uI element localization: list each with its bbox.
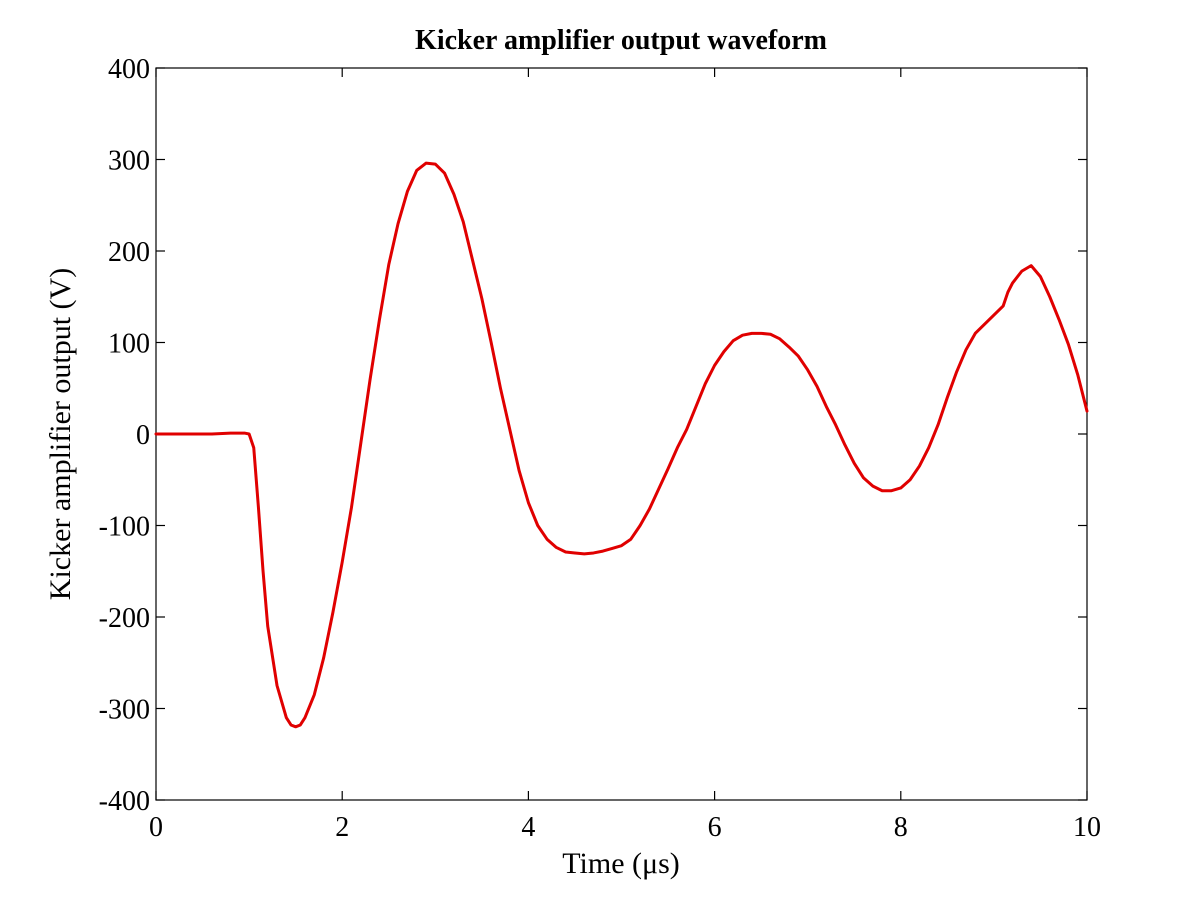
series-line-0: [154, 161, 1089, 729]
x-axis-label: Time (μs): [562, 847, 680, 880]
x-tick-label: 8: [894, 812, 908, 843]
x-tick-label: 4: [521, 812, 535, 843]
y-tick-label: 0: [136, 420, 150, 451]
series-layer: [154, 161, 1089, 729]
y-tick-label: -100: [99, 512, 150, 543]
x-tick-label: 0: [149, 812, 163, 843]
x-tick-label: 10: [1073, 812, 1101, 843]
y-tick-label: 200: [108, 237, 150, 268]
x-tick-label: 2: [335, 812, 349, 843]
y-tick-label: -200: [99, 603, 150, 634]
y-tick-label: -300: [99, 695, 150, 726]
x-tick-label: 6: [708, 812, 722, 843]
y-tick-label: 400: [108, 54, 150, 85]
y-tick-label: -400: [99, 786, 150, 817]
chart-title: Kicker amplifier output waveform: [415, 25, 827, 56]
axis-ticks: [155, 67, 1088, 801]
tick-labels: 0 2 4 6 8 10 -400 -300 -200 -100 0 100 200 300 400: [99, 54, 1101, 843]
y-axis-label: Kicker amplifier output (V): [44, 268, 77, 600]
y-tick-label: 300: [108, 146, 150, 177]
y-tick-label: 100: [108, 329, 150, 360]
